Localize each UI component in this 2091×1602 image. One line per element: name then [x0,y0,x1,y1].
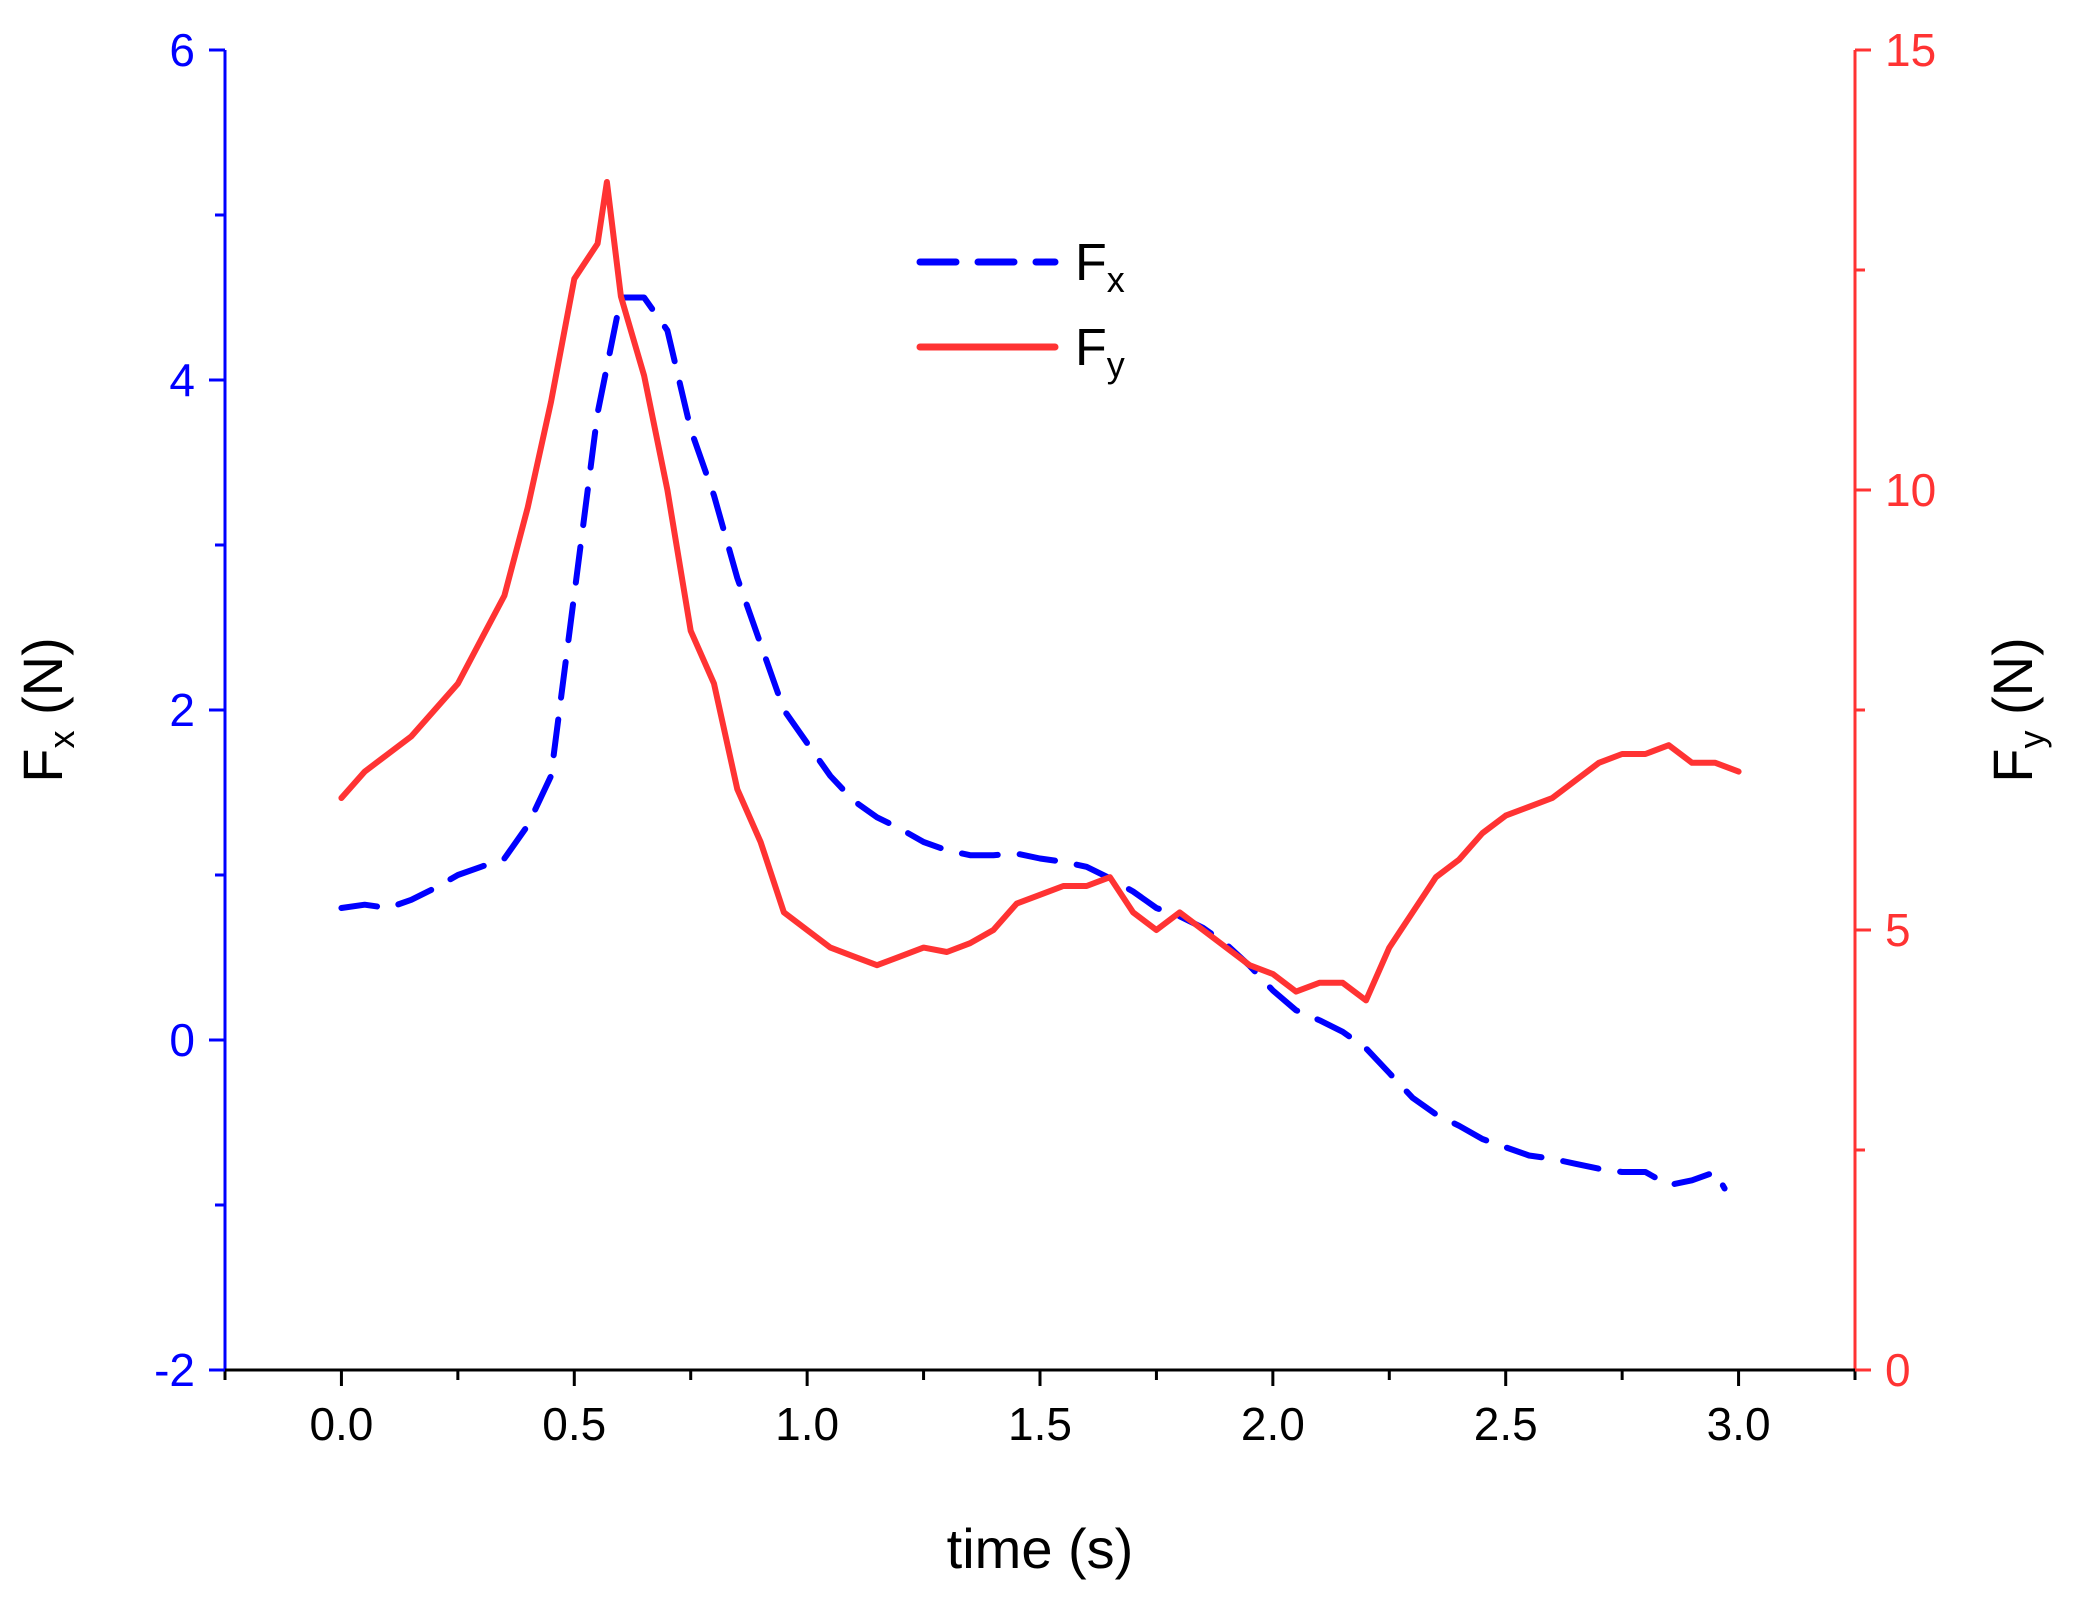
legend-label-main: F [1075,234,1107,292]
x-tick-label: 1.0 [775,1398,839,1450]
plot-lines [338,179,1742,1192]
left-y-axis-label-sub: x [41,731,82,749]
right-y-tick-label: 0 [1885,1344,1911,1396]
right-y-axis-label-unit: (N) [1981,637,2044,730]
left-y-tick-label: -2 [154,1344,195,1396]
x-tick-label: 0.5 [542,1398,606,1450]
right-y-tick-label: 5 [1885,904,1911,956]
legend-label-main: F [1075,319,1107,377]
x-axis-label: time (s) [947,1517,1134,1580]
right-y-axis-label: Fy (N) [1981,637,2052,783]
x-tick-label: 3.0 [1707,1398,1771,1450]
axes: 0.0 0.5 1.0 1.5 2.0 2.5 3.0 -2 0 2 4 6 0 5 10 15 [154,24,1936,1450]
right-y-axis-label-sub: y [2011,731,2052,749]
x-tick-label: 2.0 [1241,1398,1305,1450]
right-y-tick-label: 10 [1885,464,1936,516]
series-line-fx [338,294,1728,1192]
x-tick-label: 2.5 [1474,1398,1538,1450]
legend-label-x: Fx [1075,234,1125,300]
left-y-axis-label-main: F [11,749,74,783]
x-tick-label: 1.5 [1008,1398,1072,1450]
left-y-tick-label: 4 [169,354,195,406]
legend-label-sub: x [1107,259,1125,300]
left-y-tick-label: 2 [169,684,195,736]
left-y-tick-label: 0 [169,1014,195,1066]
legend-label-sub: y [1107,344,1125,385]
left-y-axis-label: Fx (N) [11,637,82,783]
right-y-axis-label-main: F [1981,749,2044,783]
legend-label-y: Fy [1075,319,1125,385]
left-y-axis-label-unit: (N) [11,637,74,730]
right-y-tick-label: 15 [1885,24,1936,76]
left-y-tick-label: 6 [169,24,195,76]
x-tick-label: 0.0 [309,1398,373,1450]
axis-labels: time (s)Fx (N)Fy (N) [11,637,2052,1580]
series-line-fy [338,179,1742,1004]
